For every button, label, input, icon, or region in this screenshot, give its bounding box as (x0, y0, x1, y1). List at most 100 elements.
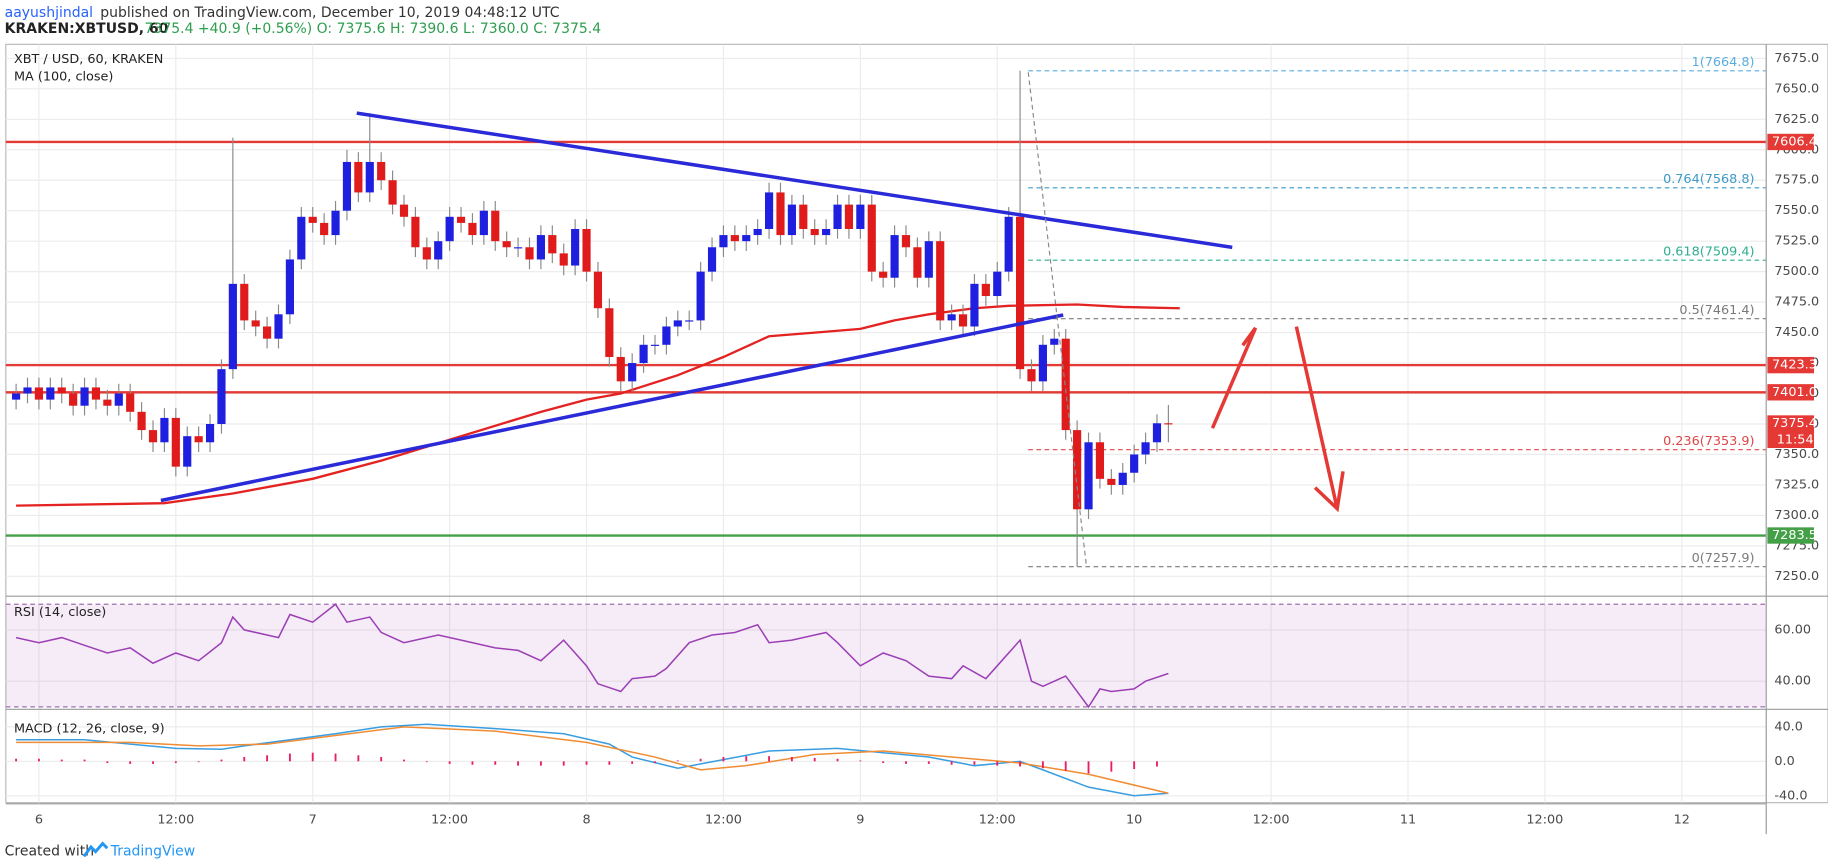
y-tick-label: 60.00 (1774, 622, 1811, 637)
x-tick-label: 12:00 (157, 813, 194, 828)
candle-body (879, 271, 888, 278)
fib-label: 1(7664.8) (1692, 55, 1755, 70)
candle-body (297, 216, 306, 260)
macd-title: MACD (12, 26, close, 9) (14, 722, 165, 737)
arrow-down (1294, 326, 1345, 513)
footer-brand[interactable]: TradingView (110, 844, 195, 860)
candle-body (228, 283, 237, 370)
fib-label: 0.236(7353.9) (1663, 434, 1754, 449)
histogram-bar (425, 761, 428, 763)
candle-body (160, 417, 169, 443)
chart-title: XBT / USD, 60, KRAKEN (14, 52, 163, 67)
symbol: KRAKEN:XBTUSD, 60 (5, 21, 169, 37)
author[interactable]: aayushjindal (5, 5, 93, 21)
candle-body (217, 369, 226, 424)
y-tick-label: -40.0 (1774, 788, 1807, 803)
candle-body (719, 235, 728, 248)
candle-body (411, 216, 420, 248)
fib-label: 0.618(7509.4) (1663, 245, 1754, 260)
candle-body (913, 247, 922, 278)
candle-body (673, 320, 682, 327)
histogram-bar (471, 761, 474, 765)
grid: 6 12:00 7 12:00 8 12:00 9 12:00 10 12:00 11 12:00 12… (5, 44, 1819, 828)
x-tick-label: 10 (1126, 813, 1142, 828)
candle-body (34, 387, 43, 400)
candle-body (274, 314, 283, 339)
y-tick-label: 7550.0 (1774, 203, 1819, 218)
last-price: 7375.4 (1772, 416, 1817, 431)
candle-body (491, 210, 500, 242)
macd-line (16, 726, 1169, 794)
rsi-title: RSI (14, close) (14, 605, 106, 620)
histogram-bar (585, 761, 588, 765)
candle-body (776, 192, 785, 236)
trendline (160, 313, 1064, 503)
histogram-bar (494, 761, 497, 765)
x-tick-label: 12:00 (705, 813, 742, 828)
candle-body (1130, 454, 1139, 473)
histogram-bar (403, 759, 405, 762)
candle-body (559, 253, 568, 266)
fib-trend (1027, 72, 1088, 568)
footer-created: Created with (5, 844, 94, 860)
candle-body (628, 363, 637, 382)
last-price-bg (1767, 415, 1815, 449)
x-tick-label: 12:00 (1526, 813, 1563, 828)
arrow-up (1210, 326, 1258, 429)
candle-body (707, 247, 717, 272)
histogram-bar (1156, 761, 1158, 767)
y-tick-label: 7650.0 (1774, 81, 1819, 96)
candle-body (833, 204, 842, 229)
candle-body (183, 436, 192, 467)
candle-body (605, 308, 614, 357)
candle-body (377, 161, 386, 181)
candle-body (548, 235, 557, 254)
candle-body (810, 228, 819, 236)
histogram-bar (745, 756, 748, 762)
histogram-bar (1041, 761, 1044, 769)
candle-body (422, 247, 431, 260)
candle-body (696, 271, 705, 321)
candle-body (365, 161, 374, 193)
candle-body (479, 210, 488, 236)
histogram-bar (768, 756, 771, 762)
x-tick-label: 12:00 (979, 813, 1016, 828)
candle-body (388, 180, 397, 205)
published: published on TradingView.com, December 1… (100, 5, 559, 21)
trendline (356, 111, 1233, 250)
candle-body (1004, 216, 1013, 272)
histogram-bar (174, 761, 177, 764)
candle-body (764, 192, 774, 229)
candle-body (947, 314, 956, 321)
candle-body (787, 204, 796, 236)
candle-body (354, 161, 363, 193)
histogram-bar (448, 761, 451, 764)
y-tick-label: 7575.0 (1774, 173, 1819, 188)
candle-body (799, 204, 808, 229)
histogram-bar (129, 761, 132, 764)
price-label-bg (1767, 356, 1815, 374)
histogram-bar (927, 761, 930, 764)
candle-body (1061, 338, 1070, 431)
histogram-bar (631, 761, 634, 764)
candle-body (194, 436, 203, 443)
y-tick-label: 7525.0 (1774, 234, 1819, 249)
histogram-bar (197, 761, 200, 763)
x-tick-label: 12:00 (431, 813, 468, 828)
candle-body (434, 241, 443, 260)
histogram-bar (1110, 761, 1113, 772)
candle-body (571, 228, 580, 266)
histogram-bar (266, 755, 269, 762)
y-tick-label: 7675.0 (1774, 51, 1819, 66)
histogram-bar (676, 760, 679, 762)
quote: 7375.4 +40.9 (+0.56%) O: 7375.6 H: 7390.… (145, 21, 602, 37)
candle-body (308, 216, 317, 223)
y-tick-label: 7300.0 (1774, 508, 1819, 523)
candle-body (1050, 338, 1059, 345)
histogram-bar (813, 757, 816, 762)
histogram-bar (790, 757, 793, 762)
candle-body (936, 241, 945, 321)
candle-body (126, 393, 135, 412)
histogram-bar (334, 753, 337, 762)
histogram-bar (859, 760, 862, 762)
